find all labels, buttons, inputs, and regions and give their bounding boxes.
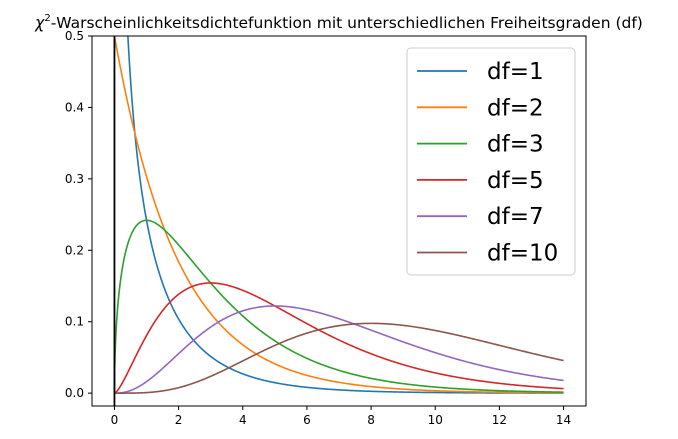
series-line-df-1 <box>127 36 564 394</box>
y-tick-label: 0.2 <box>65 243 84 257</box>
series-line-df-7 <box>114 305 564 394</box>
legend-label-df-1: df=1 <box>487 59 544 85</box>
y-tick-label: 0.0 <box>65 386 84 400</box>
axes-frame <box>91 35 587 407</box>
legend-label-df-10: df=10 <box>487 241 558 267</box>
x-tick-label: 4 <box>239 413 247 427</box>
x-tick-label: 6 <box>303 413 311 427</box>
x-tick-label: 8 <box>367 413 375 427</box>
legend-label-df-5: df=5 <box>487 168 544 194</box>
legend-label-df-2: df=2 <box>487 95 544 121</box>
series-line-df-3 <box>113 219 564 394</box>
legend: df=1 df=2 df=3 df=5 df=7 df=10 <box>406 47 576 276</box>
series-group <box>113 36 564 394</box>
y-tick-label: 0.3 <box>65 172 84 186</box>
legend-box <box>406 47 576 276</box>
x-tick-label: 2 <box>175 413 183 427</box>
x-tick-label: 12 <box>492 413 507 427</box>
x-tick-label: 0 <box>111 413 119 427</box>
x-tick-label: 10 <box>428 413 443 427</box>
y-tick-label: 0.4 <box>65 100 84 114</box>
y-axis: 0.0 0.1 0.2 0.3 0.4 0.5 <box>65 29 92 400</box>
series-line-df-10 <box>114 322 564 394</box>
series-line-df-2 <box>113 36 564 394</box>
title-text-rest: -Warscheinlichkeitsdichtefunktion mit un… <box>51 14 643 32</box>
series-line-df-5 <box>114 282 564 394</box>
y-tick-label: 0.5 <box>65 29 84 43</box>
legend-label-df-7: df=7 <box>487 204 544 230</box>
x-tick-label: 14 <box>556 413 571 427</box>
x-axis: 0 2 4 6 8 10 12 14 <box>111 406 571 427</box>
title-superscript: 2 <box>44 13 50 24</box>
plot-area <box>91 35 587 407</box>
chart-title: χ2-Warscheinlichkeitsdichtefunktion mit … <box>34 13 643 32</box>
title-chi-symbol: χ <box>34 14 45 32</box>
y-tick-label: 0.1 <box>65 315 84 329</box>
legend-label-df-3: df=3 <box>487 132 544 158</box>
